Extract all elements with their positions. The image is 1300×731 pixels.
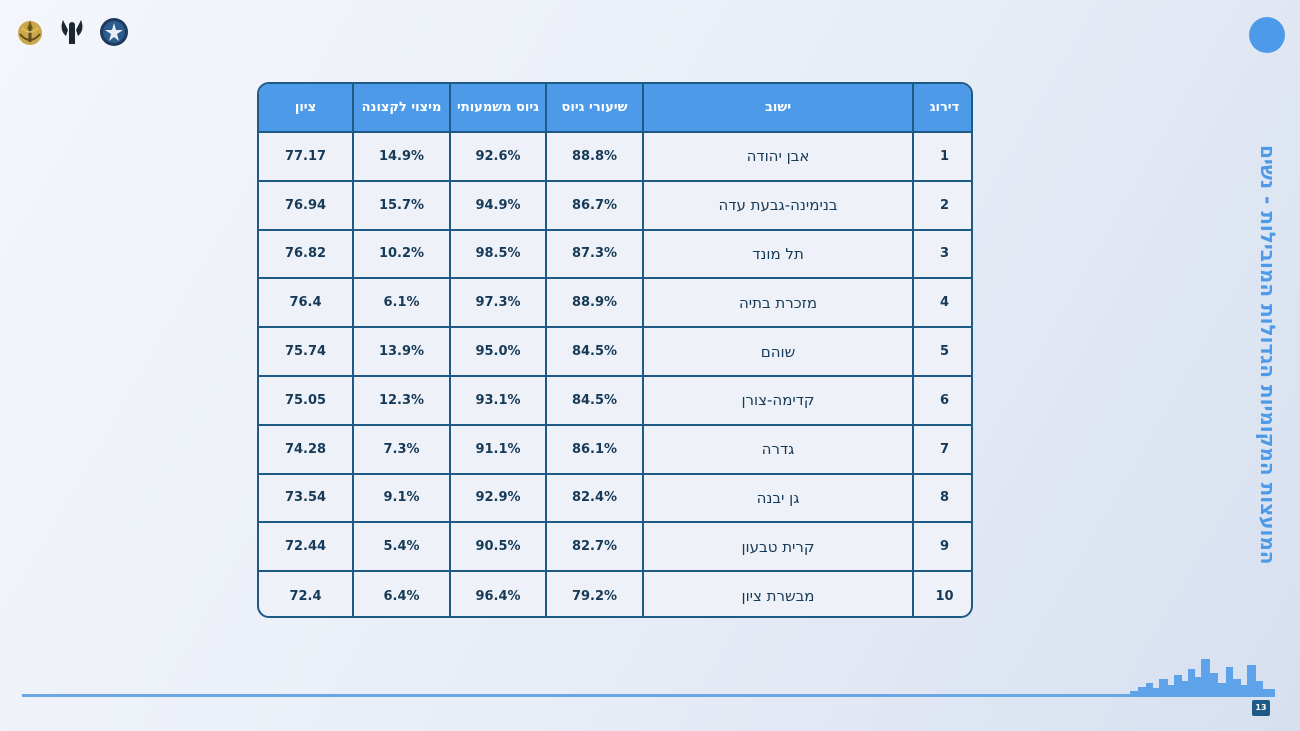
table-row: 7 גדרה 86.1% 91.1% 7.3% 74.28: [259, 423, 971, 475]
cell-score: 72.4: [259, 570, 354, 616]
cell-town: בנימינה-גבעת עדה: [642, 179, 914, 231]
cell-town: אבן יהודה: [642, 131, 914, 182]
cell-rank: 2: [912, 179, 971, 231]
table-row: 8 גן יבנה 82.4% 92.9% 9.1% 73.54: [259, 472, 971, 524]
table-header-row: דירוג ישוב שיעורי גיוס גיוס משמעותי מיצו…: [259, 84, 971, 133]
cell-score: 77.17: [259, 131, 354, 182]
page-title: המועצות המקומיות הגדולות המובילות - נשים: [1256, 145, 1280, 565]
cell-score: 76.94: [259, 179, 354, 231]
cell-meaningful-enlistment: 92.9%: [449, 472, 547, 524]
cell-meaningful-enlistment: 90.5%: [449, 521, 547, 573]
cell-town: גדרה: [642, 423, 914, 475]
table-row: 4 מזכרת בתיה 88.9% 97.3% 6.1% 76.4: [259, 277, 971, 329]
cell-enlistment-rate: 82.4%: [545, 472, 644, 524]
cell-town: קדימה-צורן: [642, 374, 914, 426]
cell-officer-potential: 12.3%: [352, 374, 451, 426]
cell-town: מבשרת ציון: [642, 570, 914, 616]
intelligence-corps-icon: [61, 20, 83, 44]
cell-meaningful-enlistment: 96.4%: [449, 570, 547, 616]
footer-divider: [22, 694, 1272, 697]
cell-enlistment-rate: 87.3%: [545, 228, 644, 280]
table-row: 5 שוהם 84.5% 95.0% 13.9% 75.74: [259, 326, 971, 377]
title-bullet: [1249, 17, 1285, 53]
cell-town: מזכרת בתיה: [642, 277, 914, 329]
cell-score: 72.44: [259, 521, 354, 573]
cell-town: תל מונד: [642, 228, 914, 280]
ranking-table: דירוג ישוב שיעורי גיוס גיוס משמעותי מיצו…: [257, 82, 973, 618]
cell-score: 76.82: [259, 228, 354, 280]
cell-officer-potential: 13.9%: [352, 326, 451, 377]
cell-enlistment-rate: 88.8%: [545, 131, 644, 182]
cell-town: קרית טבעון: [642, 521, 914, 573]
table-row: 10 מבשרת ציון 79.2% 96.4% 6.4% 72.4: [259, 570, 971, 616]
header-enlistment-rate: שיעורי גיוס: [545, 84, 644, 133]
cell-rank: 7: [912, 423, 971, 475]
cell-enlistment-rate: 86.1%: [545, 423, 644, 475]
header-officer-potential: מיצוי לקצונה: [352, 84, 451, 133]
table-row: 3 תל מונד 87.3% 98.5% 10.2% 76.82: [259, 228, 971, 280]
cell-rank: 9: [912, 521, 971, 573]
cell-score: 75.74: [259, 326, 354, 377]
cell-meaningful-enlistment: 98.5%: [449, 228, 547, 280]
table-row: 1 אבן יהודה 88.8% 92.6% 14.9% 77.17: [259, 131, 971, 182]
cell-town: גן יבנה: [642, 472, 914, 524]
cell-enlistment-rate: 84.5%: [545, 326, 644, 377]
cell-enlistment-rate: 79.2%: [545, 570, 644, 616]
cell-enlistment-rate: 84.5%: [545, 374, 644, 426]
page-number: 13: [1252, 700, 1270, 716]
cell-rank: 8: [912, 472, 971, 524]
cell-score: 76.4: [259, 277, 354, 329]
cell-enlistment-rate: 88.9%: [545, 277, 644, 329]
cell-officer-potential: 14.9%: [352, 131, 451, 182]
cell-score: 74.28: [259, 423, 354, 475]
cell-rank: 10: [912, 570, 971, 616]
table-row: 6 קדימה-צורן 84.5% 93.1% 12.3% 75.05: [259, 374, 971, 426]
idf-emblem-icon: [18, 20, 42, 45]
logo-group: [14, 16, 130, 48]
header-rank: דירוג: [912, 84, 971, 133]
cell-officer-potential: 6.1%: [352, 277, 451, 329]
cell-officer-potential: 5.4%: [352, 521, 451, 573]
cell-officer-potential: 10.2%: [352, 228, 451, 280]
cell-officer-potential: 6.4%: [352, 570, 451, 616]
cell-meaningful-enlistment: 95.0%: [449, 326, 547, 377]
cell-meaningful-enlistment: 93.1%: [449, 374, 547, 426]
cell-meaningful-enlistment: 97.3%: [449, 277, 547, 329]
cell-meaningful-enlistment: 94.9%: [449, 179, 547, 231]
cell-rank: 6: [912, 374, 971, 426]
cell-meaningful-enlistment: 92.6%: [449, 131, 547, 182]
city-skyline-icon: [1130, 659, 1275, 697]
cell-meaningful-enlistment: 91.1%: [449, 423, 547, 475]
cell-score: 73.54: [259, 472, 354, 524]
cell-rank: 5: [912, 326, 971, 377]
cell-enlistment-rate: 86.7%: [545, 179, 644, 231]
cell-town: שוהם: [642, 326, 914, 377]
table-row: 9 קרית טבעון 82.7% 90.5% 5.4% 72.44: [259, 521, 971, 573]
header-town: ישוב: [642, 84, 914, 133]
cell-rank: 3: [912, 228, 971, 280]
header-meaningful-enlistment: גיוס משמעותי: [449, 84, 547, 133]
cell-score: 75.05: [259, 374, 354, 426]
cell-officer-potential: 9.1%: [352, 472, 451, 524]
unit-emblem-icon: [100, 18, 128, 46]
cell-rank: 1: [912, 131, 971, 182]
ranking-table-grid: דירוג ישוב שיעורי גיוס גיוס משמעותי מיצו…: [259, 84, 971, 616]
cell-officer-potential: 15.7%: [352, 179, 451, 231]
header-score: ציון: [259, 84, 354, 133]
cell-officer-potential: 7.3%: [352, 423, 451, 475]
table-row: 2 בנימינה-גבעת עדה 86.7% 94.9% 15.7% 76.94: [259, 179, 971, 231]
cell-rank: 4: [912, 277, 971, 329]
cell-enlistment-rate: 82.7%: [545, 521, 644, 573]
